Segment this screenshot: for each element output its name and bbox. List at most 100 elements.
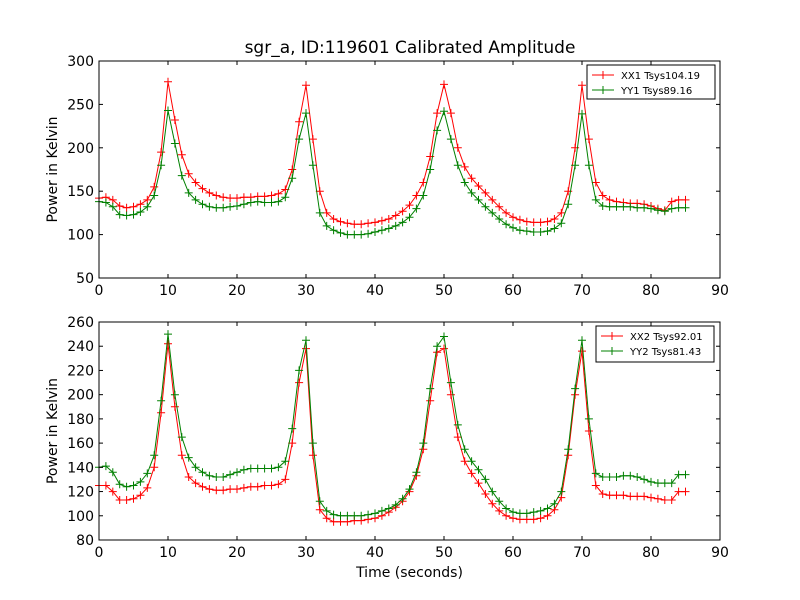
data-point (502, 220, 511, 229)
data-point (122, 203, 131, 212)
data-point (157, 148, 166, 157)
data-point (288, 165, 297, 174)
data-point (274, 480, 283, 489)
data-point (591, 195, 600, 204)
data-point (557, 208, 566, 217)
y-tick-label: 200 (67, 388, 94, 404)
data-point (619, 491, 628, 500)
data-point (357, 230, 366, 239)
data-point (446, 378, 455, 387)
data-point (226, 194, 235, 203)
data-point (260, 464, 269, 473)
data-point (336, 217, 345, 226)
data-point (122, 482, 131, 491)
data-point (226, 202, 235, 211)
data-point (357, 511, 366, 520)
data-point (308, 439, 317, 448)
data-point (267, 191, 276, 200)
data-point (564, 445, 573, 454)
x-tick-label: 90 (711, 283, 729, 299)
data-point (460, 162, 469, 171)
data-point (150, 191, 159, 200)
data-point (329, 226, 338, 235)
data-point (184, 473, 193, 481)
data-point (198, 184, 207, 193)
data-point (502, 511, 511, 520)
data-point (412, 204, 421, 213)
data-point (274, 197, 283, 206)
data-point (115, 210, 124, 219)
data-point (329, 517, 338, 526)
data-point (481, 188, 490, 197)
data-point (198, 200, 207, 209)
data-point (647, 204, 655, 213)
data-point (481, 475, 490, 484)
y-tick-label: 160 (67, 436, 94, 452)
data-point (343, 511, 352, 520)
data-point (267, 464, 276, 473)
legend: XX1 Tsys104.19 YY1 Tsys89.16 (586, 64, 716, 100)
data-point (308, 135, 317, 144)
data-point (550, 215, 559, 223)
data-point (660, 207, 669, 216)
x-tick-label: 60 (504, 545, 522, 561)
legend-label: YY1 Tsys89.16 (620, 86, 692, 97)
x-tick-label: 40 (366, 283, 384, 299)
legend-marker (599, 71, 607, 79)
data-point (433, 109, 442, 118)
legend-label: XX2 Tsys92.01 (630, 332, 703, 343)
y-tick-label: 120 (67, 485, 94, 501)
data-point (626, 202, 635, 211)
data-point (233, 194, 241, 203)
data-point (446, 109, 455, 118)
y-tick-label: 240 (67, 339, 94, 355)
data-point (136, 491, 145, 500)
data-point (364, 510, 373, 519)
data-point (177, 451, 186, 460)
data-point (446, 135, 455, 144)
data-point (177, 171, 186, 180)
x-tick-label: 0 (95, 283, 104, 299)
data-point (150, 463, 159, 472)
data-point (405, 485, 414, 494)
data-point (198, 468, 207, 477)
data-point (108, 202, 117, 211)
y-tick-label: 200 (67, 141, 94, 157)
data-point (681, 470, 690, 479)
y-axis-label: Power in Kelvin (45, 116, 61, 222)
data-point (509, 223, 517, 232)
legend-marker (608, 332, 616, 340)
data-point (177, 150, 186, 159)
data-point (129, 494, 138, 503)
data-point (384, 224, 393, 233)
data-point (212, 486, 221, 495)
data-point (253, 482, 262, 491)
data-point (571, 384, 580, 393)
data-point (329, 215, 338, 223)
data-point (653, 479, 662, 488)
data-point (460, 445, 469, 454)
data-point (667, 496, 676, 504)
data-point (481, 490, 490, 498)
data-point (281, 475, 290, 484)
data-point (157, 161, 166, 170)
data-point (288, 174, 297, 183)
x-tick-label: 40 (366, 545, 384, 561)
data-point (474, 195, 483, 204)
data-point (674, 487, 683, 496)
data-point (377, 216, 386, 225)
data-point (488, 208, 497, 217)
legend-box (595, 325, 715, 363)
data-point (246, 198, 255, 207)
data-point (571, 161, 580, 170)
data-point (619, 471, 628, 480)
data-point (157, 408, 166, 417)
data-point (681, 203, 690, 212)
data-point (184, 188, 193, 197)
data-point (474, 465, 483, 474)
data-point (674, 470, 683, 479)
y-tick-label: 180 (67, 412, 94, 428)
data-point (336, 511, 345, 520)
data-point (357, 220, 366, 229)
data-point (170, 116, 179, 124)
